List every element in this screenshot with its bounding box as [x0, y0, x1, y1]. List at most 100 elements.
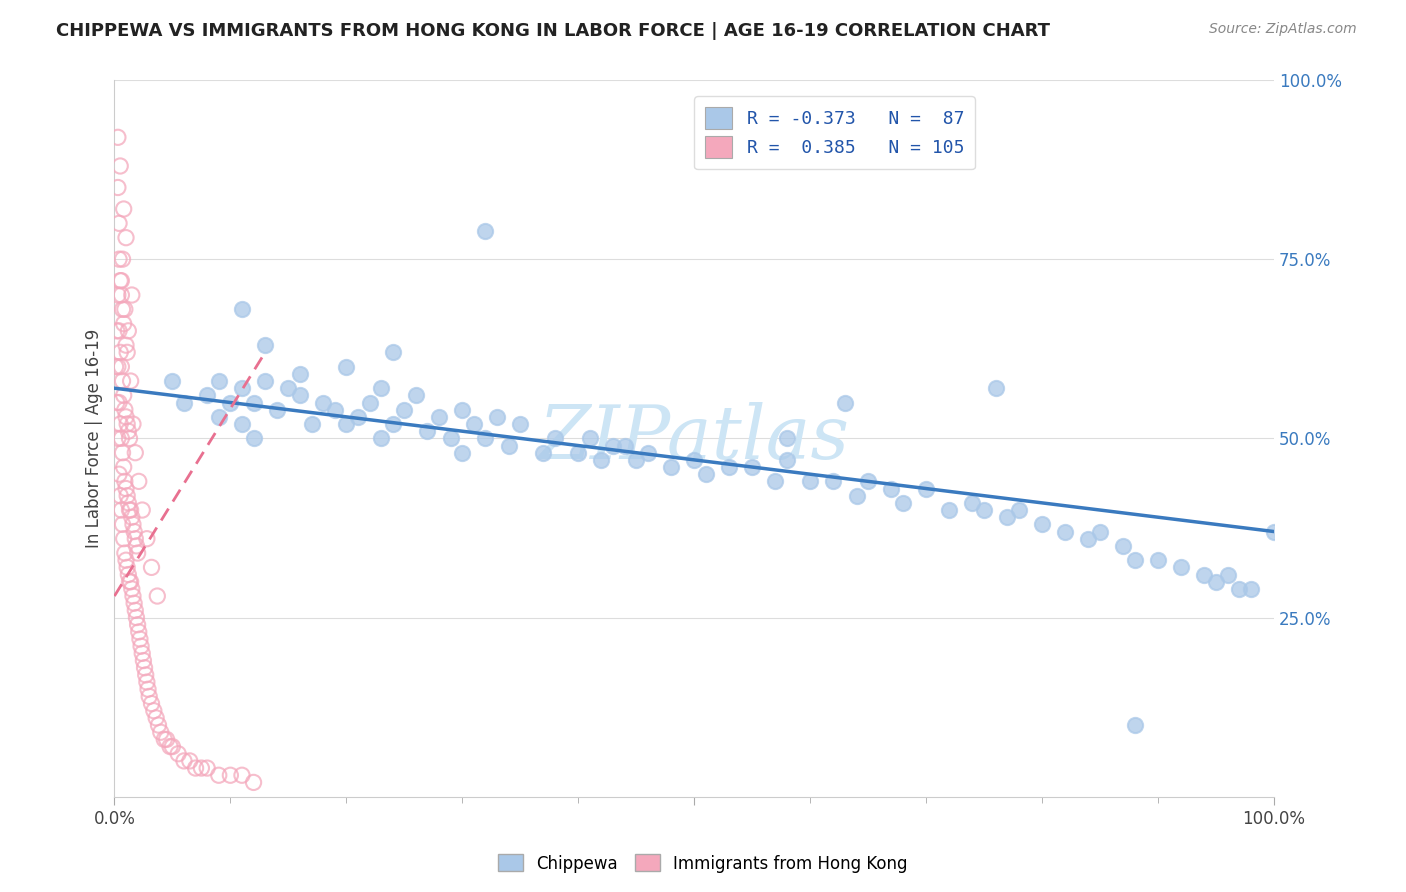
Point — [117, 324, 139, 338]
Point — [995, 510, 1018, 524]
Point — [1008, 503, 1031, 517]
Text: Source: ZipAtlas.com: Source: ZipAtlas.com — [1209, 22, 1357, 37]
Point — [111, 517, 134, 532]
Point — [799, 475, 821, 489]
Point — [637, 446, 659, 460]
Point — [108, 417, 131, 431]
Point — [125, 610, 148, 624]
Point — [131, 647, 153, 661]
Point — [288, 367, 311, 381]
Point — [128, 624, 150, 639]
Point — [335, 417, 357, 431]
Point — [124, 532, 146, 546]
Point — [114, 546, 136, 560]
Point — [107, 130, 129, 145]
Point — [121, 582, 143, 596]
Point — [288, 388, 311, 402]
Point — [112, 388, 135, 402]
Point — [231, 302, 253, 317]
Point — [659, 460, 682, 475]
Point — [1216, 567, 1239, 582]
Point — [108, 216, 131, 230]
Point — [231, 381, 253, 395]
Point — [122, 417, 145, 431]
Point — [856, 475, 879, 489]
Point — [533, 446, 555, 460]
Point — [1170, 560, 1192, 574]
Point — [578, 431, 600, 445]
Point — [107, 288, 129, 302]
Point — [323, 402, 346, 417]
Point — [845, 489, 868, 503]
Point — [115, 482, 138, 496]
Point — [108, 324, 131, 338]
Point — [1194, 567, 1216, 582]
Point — [129, 639, 152, 653]
Point — [108, 395, 131, 409]
Point — [110, 274, 132, 288]
Point — [108, 159, 131, 173]
Point — [112, 532, 135, 546]
Point — [312, 395, 335, 409]
Point — [381, 417, 404, 431]
Point — [683, 453, 706, 467]
Point — [122, 517, 145, 532]
Point — [117, 424, 139, 438]
Point — [1077, 532, 1099, 546]
Point — [231, 417, 253, 431]
Point — [962, 496, 984, 510]
Point — [405, 388, 427, 402]
Point — [114, 402, 136, 417]
Point — [115, 489, 138, 503]
Point — [195, 388, 218, 402]
Point — [394, 402, 416, 417]
Point — [173, 754, 195, 768]
Legend: R = -0.373   N =  87, R =  0.385   N = 105: R = -0.373 N = 87, R = 0.385 N = 105 — [695, 96, 974, 169]
Point — [111, 252, 134, 267]
Point — [427, 409, 450, 424]
Point — [359, 395, 381, 409]
Point — [242, 775, 264, 789]
Point — [891, 496, 914, 510]
Point — [120, 374, 142, 388]
Point — [184, 761, 207, 775]
Point — [145, 711, 167, 725]
Point — [118, 431, 141, 445]
Point — [129, 632, 152, 646]
Point — [122, 524, 145, 539]
Point — [509, 417, 531, 431]
Point — [254, 374, 277, 388]
Point — [381, 345, 404, 359]
Point — [138, 690, 160, 704]
Point — [162, 739, 184, 754]
Point — [118, 574, 141, 589]
Point — [208, 374, 231, 388]
Point — [486, 409, 509, 424]
Point — [122, 589, 145, 603]
Point — [112, 202, 135, 216]
Point — [153, 732, 176, 747]
Point — [128, 475, 150, 489]
Point — [115, 338, 138, 352]
Point — [915, 482, 938, 496]
Point — [544, 431, 567, 445]
Point — [115, 560, 138, 574]
Point — [120, 503, 142, 517]
Point — [602, 438, 624, 452]
Point — [132, 654, 155, 668]
Point — [135, 675, 157, 690]
Point — [242, 431, 264, 445]
Point — [110, 503, 132, 517]
Point — [763, 475, 786, 489]
Point — [108, 252, 131, 267]
Point — [624, 453, 647, 467]
Point — [131, 503, 153, 517]
Point — [111, 374, 134, 388]
Point — [135, 668, 157, 682]
Point — [370, 431, 392, 445]
Point — [173, 395, 195, 409]
Point — [112, 460, 135, 475]
Legend: Chippewa, Immigrants from Hong Kong: Chippewa, Immigrants from Hong Kong — [492, 847, 914, 880]
Point — [115, 417, 138, 431]
Point — [127, 617, 149, 632]
